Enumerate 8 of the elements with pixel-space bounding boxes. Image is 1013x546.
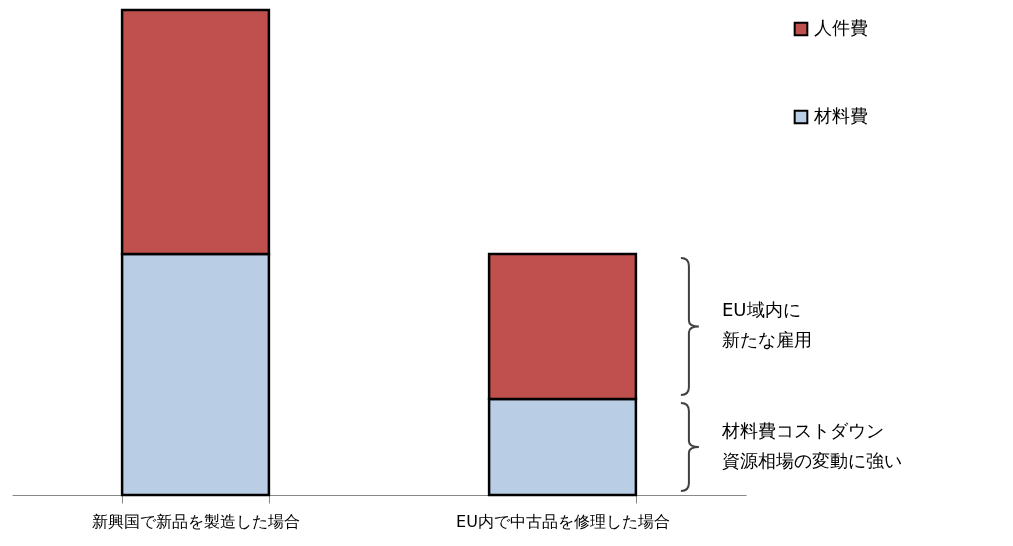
annotation: EU域内に xyxy=(722,299,801,321)
annotation: 新たな雇用 xyxy=(722,329,812,351)
legend-label: 人件費 xyxy=(814,17,868,38)
legend-label: 材料費 xyxy=(813,105,868,126)
annotation: 資源相場の変動に強い xyxy=(722,449,902,471)
x-tick-label: EU内で中古品を修理した場合 xyxy=(456,511,670,531)
x-tick-label: 新興国で新品を製造した場合 xyxy=(92,511,300,531)
annotation: 材料費コストダウン xyxy=(721,419,884,441)
